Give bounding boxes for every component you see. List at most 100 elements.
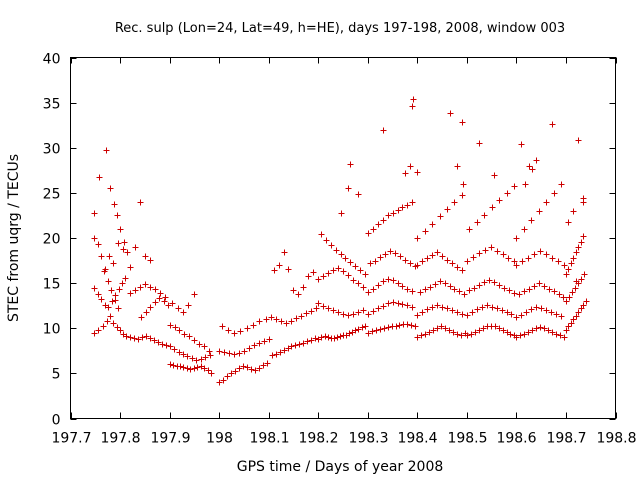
data-point bbox=[373, 327, 380, 334]
data-point bbox=[418, 332, 425, 339]
data-point bbox=[111, 201, 118, 208]
data-point bbox=[170, 362, 177, 369]
data-point bbox=[340, 311, 347, 318]
data-point bbox=[456, 288, 463, 295]
data-point bbox=[95, 327, 102, 334]
data-point bbox=[295, 291, 302, 298]
data-point bbox=[429, 304, 436, 311]
data-point bbox=[404, 302, 411, 309]
data-point bbox=[198, 356, 205, 363]
data-point bbox=[563, 327, 570, 334]
x-tick-label: 198.4 bbox=[397, 431, 437, 447]
data-point bbox=[390, 299, 397, 306]
data-point bbox=[476, 282, 483, 289]
data-point bbox=[446, 327, 453, 334]
data-point bbox=[98, 296, 105, 303]
data-point bbox=[252, 367, 259, 374]
data-point bbox=[365, 230, 372, 237]
data-point bbox=[152, 286, 159, 293]
data-point bbox=[513, 314, 520, 321]
data-point bbox=[513, 262, 520, 269]
data-point bbox=[464, 332, 471, 339]
data-point bbox=[156, 295, 163, 302]
data-point bbox=[385, 324, 392, 331]
data-point bbox=[137, 284, 144, 291]
data-point bbox=[96, 174, 103, 181]
data-point bbox=[308, 308, 315, 315]
data-point bbox=[444, 305, 451, 312]
x-tick-label: 198.1 bbox=[249, 431, 289, 447]
data-point bbox=[124, 249, 131, 256]
data-point bbox=[221, 349, 228, 356]
data-point bbox=[375, 282, 382, 289]
data-point bbox=[580, 199, 587, 206]
data-point bbox=[256, 365, 263, 372]
data-point bbox=[151, 337, 158, 344]
data-point bbox=[127, 334, 134, 341]
data-point bbox=[250, 322, 257, 329]
data-point bbox=[414, 235, 421, 242]
data-point bbox=[347, 259, 354, 266]
data-point bbox=[290, 287, 297, 294]
data-point bbox=[318, 231, 325, 238]
data-point bbox=[565, 219, 572, 226]
data-point bbox=[528, 217, 535, 224]
data-point bbox=[543, 251, 550, 258]
data-point bbox=[491, 172, 498, 179]
data-point bbox=[511, 258, 518, 265]
data-point bbox=[570, 316, 577, 323]
data-point bbox=[459, 119, 466, 126]
data-point bbox=[533, 304, 540, 311]
data-point bbox=[315, 276, 322, 283]
data-point bbox=[430, 327, 437, 334]
data-point bbox=[458, 332, 465, 339]
data-point bbox=[570, 208, 577, 215]
data-point bbox=[561, 334, 568, 341]
data-point bbox=[489, 304, 496, 311]
data-point bbox=[561, 262, 568, 269]
data-point bbox=[481, 212, 488, 219]
data-point bbox=[121, 239, 128, 246]
data-point bbox=[228, 370, 235, 377]
data-point bbox=[412, 323, 419, 330]
data-point bbox=[132, 287, 139, 294]
data-point bbox=[390, 277, 397, 284]
y-tick-label: 30 bbox=[43, 142, 61, 158]
data-point bbox=[271, 267, 278, 274]
data-point bbox=[264, 360, 271, 367]
data-point bbox=[288, 343, 295, 350]
data-point bbox=[454, 163, 461, 170]
data-point bbox=[528, 306, 535, 313]
data-point bbox=[165, 302, 172, 309]
data-point bbox=[409, 199, 416, 206]
data-point bbox=[447, 110, 454, 117]
data-point bbox=[355, 280, 362, 287]
x-tick-label: 198 bbox=[206, 431, 233, 447]
data-point bbox=[466, 226, 473, 233]
y-tick-label: 25 bbox=[43, 187, 61, 203]
data-point bbox=[494, 305, 501, 312]
data-point bbox=[350, 277, 357, 284]
data-point bbox=[105, 304, 112, 311]
data-point bbox=[538, 305, 545, 312]
data-point bbox=[352, 263, 359, 270]
data-point bbox=[404, 286, 411, 293]
data-point bbox=[439, 253, 446, 260]
data-point bbox=[298, 313, 305, 320]
data-point bbox=[518, 141, 525, 148]
data-point bbox=[263, 316, 270, 323]
data-point bbox=[101, 268, 108, 275]
data-point bbox=[404, 202, 411, 209]
data-point bbox=[409, 288, 416, 295]
data-point bbox=[186, 333, 193, 340]
data-point bbox=[522, 181, 529, 188]
data-point bbox=[444, 257, 451, 264]
data-point bbox=[504, 190, 511, 197]
data-point bbox=[568, 320, 575, 327]
data-point bbox=[395, 280, 402, 287]
data-point bbox=[216, 348, 223, 355]
data-point bbox=[480, 325, 487, 332]
data-point bbox=[549, 121, 556, 128]
data-point bbox=[492, 323, 499, 330]
data-point bbox=[355, 191, 362, 198]
